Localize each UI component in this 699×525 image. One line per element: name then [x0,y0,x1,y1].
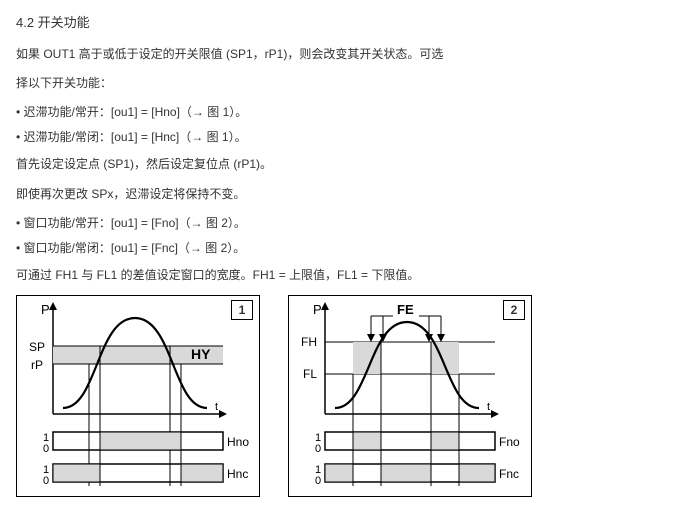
figure-number: 2 [503,300,525,320]
figure-1: 1 P t SP rP HY 1 [16,295,260,497]
figure-2: 2 P t FH FL FE [288,295,532,497]
label-sp: SP [29,340,45,354]
label-fe: FE [397,302,414,317]
axis-label-t: t [215,401,218,413]
figure-1-svg: P t SP rP HY 1 0 Hno [17,296,259,496]
label-0a: 0 [315,443,321,455]
paragraph: 如果 OUT1 高于或低于设定的开关限值 (SP1，rP1)，则会改变其开关状态… [16,45,683,64]
label-hnc: Hnc [227,467,248,481]
paragraph: 即使再次更改 SPx，迟滞设定将保持不变。 [16,185,683,204]
bullet-item: • 迟滞功能/常开：[ou1] = [Hno]（→ 图 1）。 [16,103,683,120]
axis-label-p: P [41,302,50,317]
figures-row: 1 P t SP rP HY 1 [16,295,683,497]
label-0a: 0 [43,443,49,455]
label-0b: 0 [315,475,321,487]
label-fno: Fno [499,435,520,449]
label-hy: HY [191,346,211,362]
bullet-item: • 窗口功能/常闭：[ou1] = [Fnc]（→ 图 2）。 [16,239,683,256]
axis-label-p: P [313,302,322,317]
label-fh: FH [301,335,317,349]
bullet-item: • 迟滞功能/常闭：[ou1] = [Hnc]（→ 图 1）。 [16,128,683,145]
figure-number: 1 [231,300,253,320]
paragraph: 择以下开关功能： [16,74,683,93]
label-fnc: Fnc [499,467,519,481]
label-fl: FL [303,367,317,381]
label-rp: rP [31,358,43,372]
paragraph: 首先设定设定点 (SP1)，然后设定复位点 (rP1)。 [16,155,683,174]
axis-label-t: t [487,401,490,413]
section-heading: 4.2 开关功能 [16,12,683,31]
paragraph: 可通过 FH1 与 FL1 的差值设定窗口的宽度。FH1 = 上限值，FL1 =… [16,266,683,285]
bullet-item: • 窗口功能/常开：[ou1] = [Fno]（→ 图 2）。 [16,214,683,231]
label-0b: 0 [43,475,49,487]
figure-2-svg: P t FH FL FE [289,296,531,496]
label-hno: Hno [227,435,249,449]
